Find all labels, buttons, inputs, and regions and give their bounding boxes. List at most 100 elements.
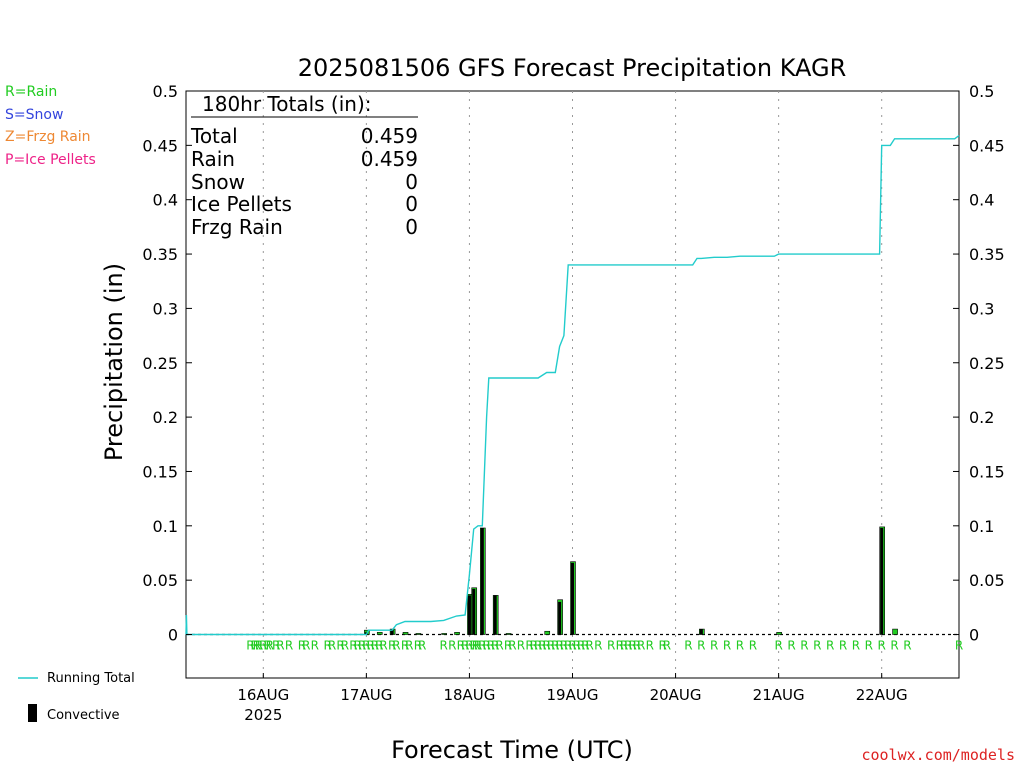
ptype-marker-65: R bbox=[620, 639, 628, 653]
x-tick-label-0: 16AUG bbox=[237, 686, 289, 704]
legend-rain: R=Rain bbox=[5, 84, 57, 100]
ptype-marker-43: R bbox=[495, 639, 503, 653]
x-tick-sublabel-0: 2025 bbox=[244, 706, 282, 724]
ptype-marker-84: R bbox=[839, 639, 847, 653]
ptype-marker-55: R bbox=[560, 639, 568, 653]
ptype-marker-31: R bbox=[439, 639, 447, 653]
precip-bars bbox=[364, 526, 898, 635]
totals-value-snow: 0 bbox=[405, 170, 418, 194]
chart-title: 2025081506 GFS Forecast Precipitation KA… bbox=[298, 54, 847, 82]
legend-freezing-rain: Z=Frzg Rain bbox=[5, 129, 91, 145]
y-axis-label: Precipitation (in) bbox=[100, 263, 128, 461]
ptype-marker-78: R bbox=[749, 639, 757, 653]
x-axis: 16AUG 2025 17AUG 18AUG 19AUG 20AUG 21AUG 22AUG bbox=[237, 673, 908, 724]
totals-label-ice-pellets: Ice Pellets bbox=[191, 192, 292, 216]
ptype-marker-35: R bbox=[465, 639, 473, 653]
ptype-marker-16: R bbox=[341, 639, 349, 653]
convective-bar-5 bbox=[493, 595, 497, 635]
x-axis-label: Forecast Time (UTC) bbox=[391, 736, 633, 764]
legend-snow: S=Snow bbox=[5, 107, 63, 123]
ptype-marker-63: R bbox=[607, 639, 615, 653]
x-tick-label-1: 17AUG bbox=[340, 686, 392, 704]
ptype-marker-21: R bbox=[366, 639, 374, 653]
ptype-marker-52: R bbox=[547, 639, 555, 653]
convective-bar-9 bbox=[880, 527, 884, 635]
running-total-legend-label: Running Total bbox=[47, 671, 135, 686]
ptype-marker-58: R bbox=[573, 639, 581, 653]
ptype-marker-85: R bbox=[852, 639, 860, 653]
ptype-marker-89: R bbox=[903, 639, 911, 653]
x-tick-label-4: 20AUG bbox=[650, 686, 702, 704]
ptype-marker-61: R bbox=[586, 639, 594, 653]
ptype-marker-9: R bbox=[285, 639, 293, 653]
precip-bar-12 bbox=[544, 630, 551, 635]
ptype-marker-13: R bbox=[324, 639, 332, 653]
ptype-marker-15: R bbox=[336, 639, 344, 653]
y-tick-label-right-7: 0.35 bbox=[969, 245, 1005, 264]
y-tick-label-left-0: 0 bbox=[168, 626, 178, 645]
y-tick-label-right-8: 0.4 bbox=[969, 191, 994, 210]
ptype-marker-44: R bbox=[504, 639, 512, 653]
ptype-marker-22: R bbox=[371, 639, 379, 653]
ptype-marker-47: R bbox=[525, 639, 533, 653]
ptype-marker-5: R bbox=[263, 639, 271, 653]
ptype-marker-69: R bbox=[637, 639, 645, 653]
totals-value-ice-pellets: 0 bbox=[405, 192, 418, 216]
y-tick-label-left-5: 0.25 bbox=[142, 354, 178, 373]
precip-bar-4 bbox=[415, 633, 422, 635]
ptype-marker-7: R bbox=[272, 639, 280, 653]
precip-bar-6 bbox=[454, 632, 460, 635]
y-tick-label-right-3: 0.15 bbox=[969, 462, 1005, 481]
y-tick-label-right-5: 0.25 bbox=[969, 354, 1005, 373]
ptype-marker-45: R bbox=[508, 639, 516, 653]
convective-bar-3 bbox=[472, 588, 476, 635]
convective-bar-2 bbox=[467, 595, 471, 635]
y-tick-label-right-1: 0.05 bbox=[969, 571, 1005, 590]
ptype-marker-72: R bbox=[663, 639, 671, 653]
totals-value-total: 0.459 bbox=[361, 124, 418, 148]
y-tick-label-right-6: 0.3 bbox=[969, 299, 994, 318]
totals-label-frzg-rain: Frzg Rain bbox=[191, 215, 283, 239]
website-credit: coolwx.com/models bbox=[861, 746, 1015, 764]
ptype-marker-75: R bbox=[710, 639, 718, 653]
ptype-marker-0: R bbox=[246, 639, 254, 653]
ptype-marker-38: R bbox=[474, 639, 482, 653]
ptype-marker-71: R bbox=[659, 639, 667, 653]
ptype-marker-14: R bbox=[328, 639, 336, 653]
y-tick-label-left-1: 0.05 bbox=[142, 571, 178, 590]
totals-header: 180hr Totals (in): bbox=[202, 92, 372, 116]
y-tick-label-right-0: 0 bbox=[969, 626, 979, 645]
ptype-marker-59: R bbox=[577, 639, 585, 653]
totals-value-frzg-rain: 0 bbox=[405, 215, 418, 239]
ptype-marker-36: R bbox=[470, 639, 478, 653]
precip-bar-11 bbox=[505, 633, 512, 635]
ptype-marker-81: R bbox=[800, 639, 808, 653]
precip-bar-3 bbox=[402, 632, 409, 635]
ptype-marker-24: R bbox=[379, 639, 387, 653]
totals-label-total: Total bbox=[190, 124, 238, 148]
totals-label-snow: Snow bbox=[191, 170, 245, 194]
x-tick-label-6: 22AUG bbox=[856, 686, 908, 704]
ptype-marker-67: R bbox=[628, 639, 636, 653]
bottom-legend: Running Total Convective bbox=[18, 671, 135, 723]
ptype-marker-37: R bbox=[472, 639, 480, 653]
totals-box: 180hr Totals (in): Total 0.459 Rain 0.45… bbox=[190, 92, 418, 239]
y-tick-label-left-6: 0.3 bbox=[153, 299, 178, 318]
convective-bar-1 bbox=[390, 629, 394, 635]
ptype-marker-18: R bbox=[354, 639, 362, 653]
ptype-marker-90: R bbox=[955, 639, 963, 653]
ptype-marker-76: R bbox=[723, 639, 731, 653]
left-y-axis: 0 0.05 0.1 0.15 0.2 0.25 0.3 0.35 0.4 0.45 0.5 bbox=[142, 82, 192, 645]
ptype-marker-25: R bbox=[388, 639, 396, 653]
ptype-marker-8: R bbox=[276, 639, 284, 653]
ptype-marker-34: R bbox=[461, 639, 469, 653]
y-tick-label-left-8: 0.4 bbox=[153, 191, 178, 210]
ptype-marker-20: R bbox=[362, 639, 370, 653]
ptype-marker-23: R bbox=[375, 639, 383, 653]
ptype-marker-49: R bbox=[534, 639, 542, 653]
precip-bar-18 bbox=[892, 628, 898, 635]
y-tick-label-right-2: 0.1 bbox=[969, 517, 994, 536]
y-tick-label-left-2: 0.1 bbox=[153, 517, 178, 536]
ptype-marker-28: R bbox=[405, 639, 413, 653]
ptype-marker-70: R bbox=[646, 639, 654, 653]
